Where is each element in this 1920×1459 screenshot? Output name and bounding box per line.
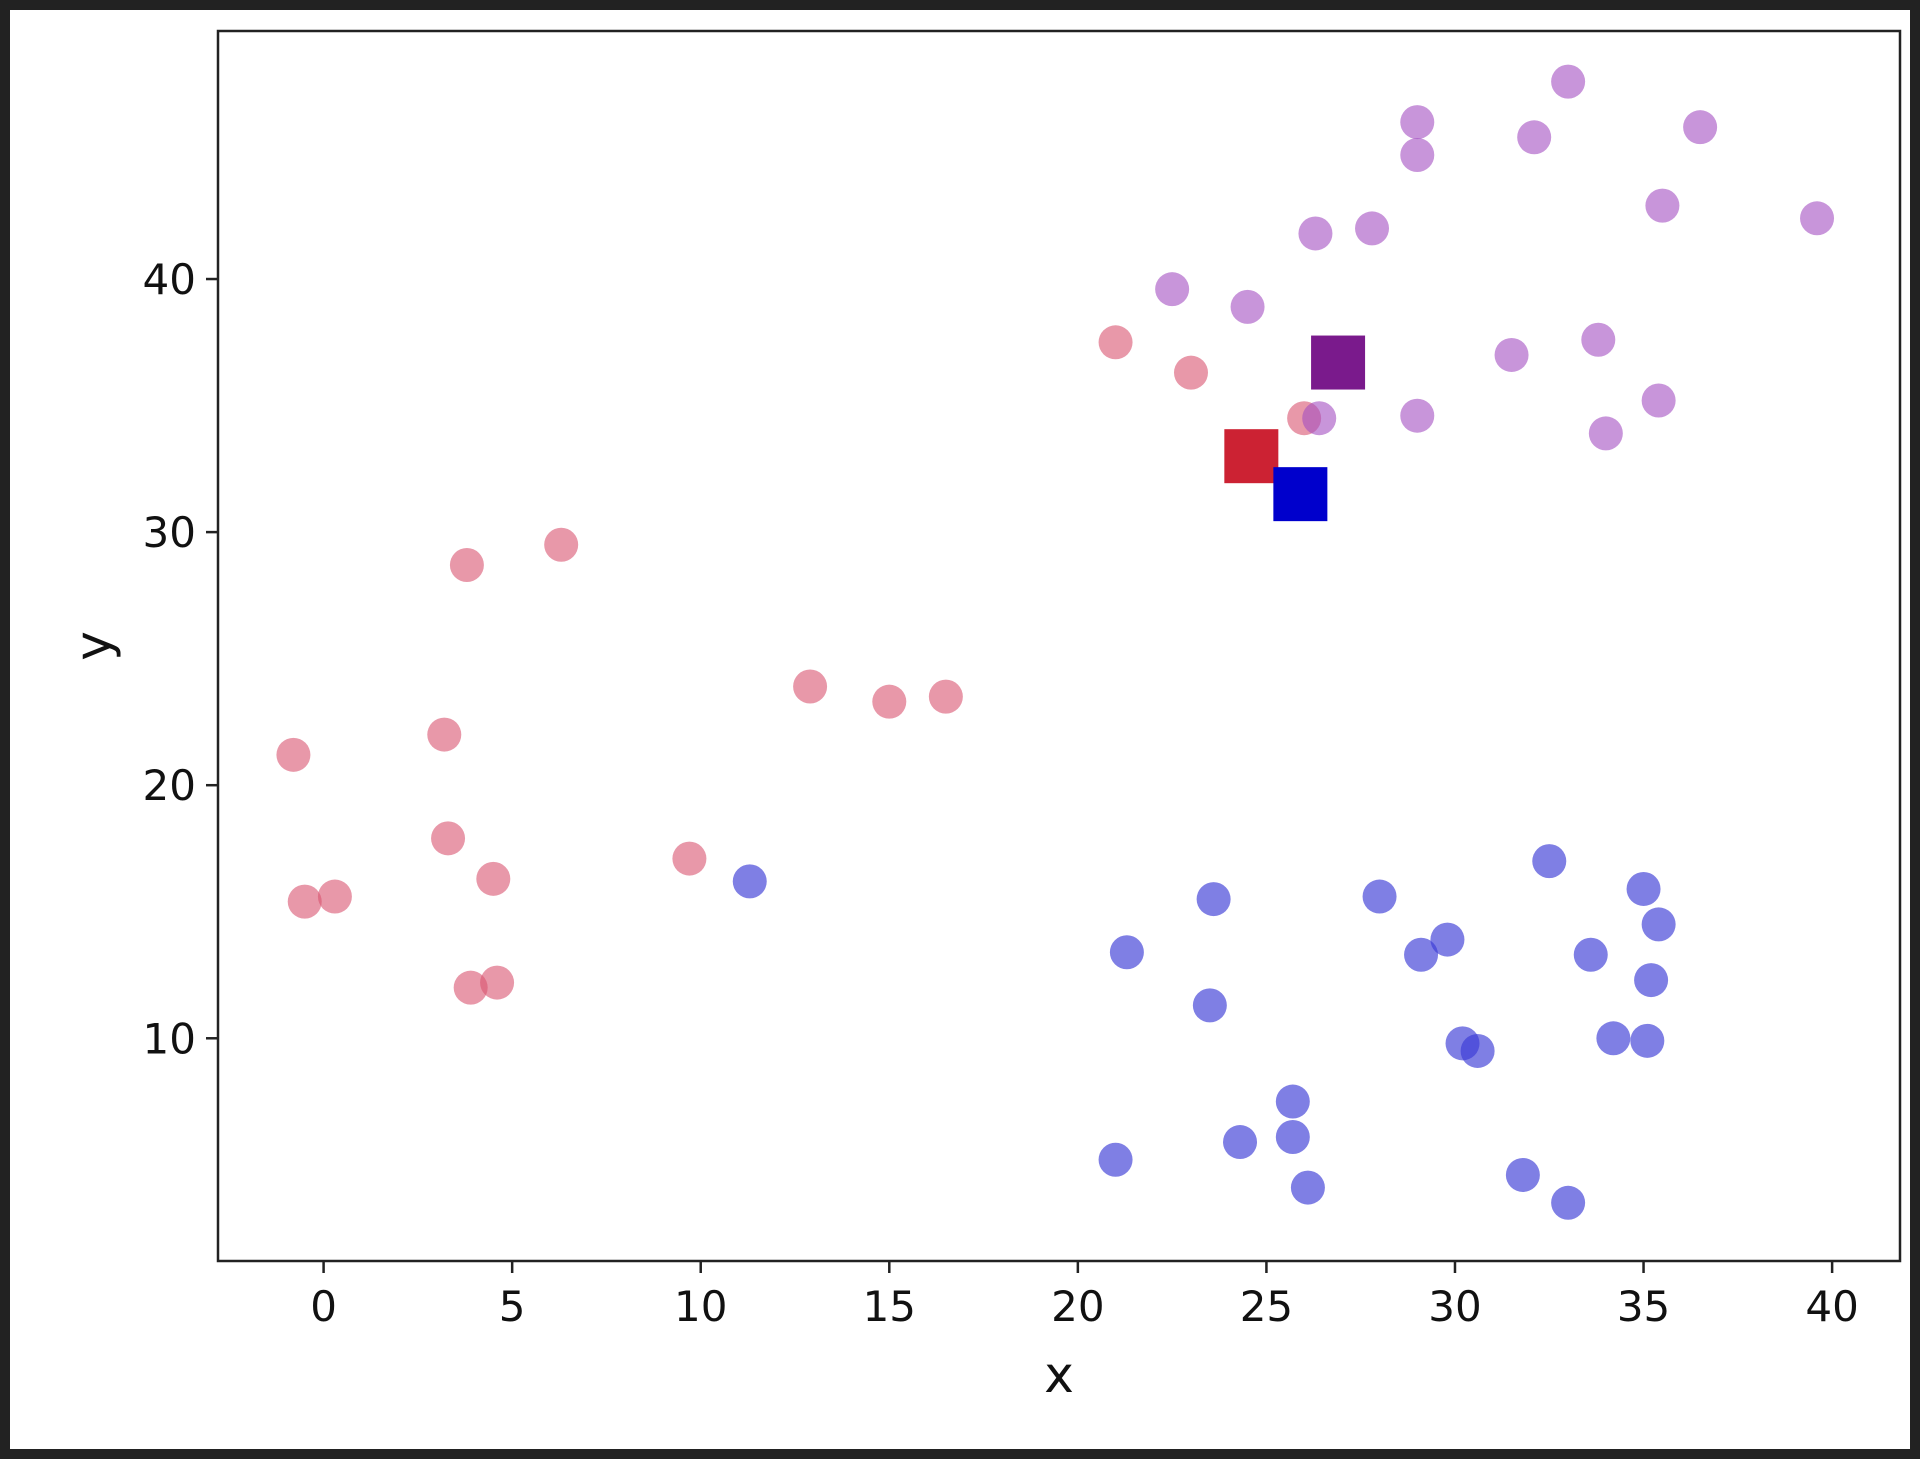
scatter-point xyxy=(317,879,352,914)
scatter-point xyxy=(1109,935,1144,970)
scatter-point xyxy=(1430,922,1465,957)
scatter-point xyxy=(732,864,767,899)
scatter-point xyxy=(1460,1033,1495,1068)
scatter-point xyxy=(672,841,707,876)
scatter-point xyxy=(1800,201,1835,236)
scatter-point xyxy=(928,679,963,714)
centroid-marker xyxy=(1224,429,1279,484)
scatter-point xyxy=(1098,325,1133,360)
scatter-point xyxy=(431,821,466,856)
scatter-point xyxy=(276,737,311,772)
scatter-point xyxy=(1400,105,1435,140)
x-axis-ticks: 0 5 10 15 20 25 30 35 40 xyxy=(310,1261,1859,1331)
x-tick-label: 35 xyxy=(1617,1282,1670,1331)
scatter-point xyxy=(1641,907,1676,942)
scatter-point xyxy=(1400,398,1435,433)
scatter-point xyxy=(476,861,511,896)
scatter-point xyxy=(1581,322,1616,357)
scatter-point xyxy=(1098,1142,1133,1177)
scatter-point xyxy=(1630,1023,1665,1058)
scatter-point xyxy=(1196,882,1231,917)
scatter-point xyxy=(1275,1084,1310,1119)
scatter-point xyxy=(1634,963,1669,998)
scatter-point xyxy=(544,527,579,562)
plot-area xyxy=(216,29,1902,1263)
scatter-point xyxy=(1573,937,1608,972)
scatter-point xyxy=(1223,1125,1258,1160)
x-tick-label: 20 xyxy=(1051,1282,1104,1331)
scatter-point xyxy=(453,970,488,1005)
y-axis-ticks: 10 20 30 40 xyxy=(143,255,218,1063)
scatter-point xyxy=(1551,64,1586,99)
scatter-point xyxy=(1626,871,1661,906)
data-marks xyxy=(276,64,1835,1220)
scatter-point xyxy=(1155,272,1190,307)
scatter-point xyxy=(449,548,484,583)
x-tick-label: 15 xyxy=(863,1282,916,1331)
scatter-point xyxy=(1494,337,1529,372)
y-tick-label: 40 xyxy=(143,255,196,304)
centroid-marker xyxy=(1311,335,1366,390)
scatter-point xyxy=(1588,416,1623,451)
x-tick-label: 40 xyxy=(1805,1282,1858,1331)
x-tick-label: 0 xyxy=(310,1282,337,1331)
scatter-point xyxy=(1298,216,1333,251)
y-axis-label: y xyxy=(64,631,122,661)
x-tick-label: 25 xyxy=(1240,1282,1293,1331)
scatter-point xyxy=(1302,401,1337,436)
scatter-point xyxy=(480,965,515,1000)
scatter-point xyxy=(1683,110,1718,145)
y-tick-label: 30 xyxy=(143,508,196,557)
scatter-point xyxy=(793,669,828,704)
scatter-point xyxy=(1404,937,1439,972)
x-tick-label: 10 xyxy=(674,1282,727,1331)
scatter-point xyxy=(1532,844,1567,879)
scatter-point xyxy=(1505,1157,1540,1192)
y-tick-label: 10 xyxy=(143,1014,196,1063)
scatter-point xyxy=(427,717,462,752)
scatter-point xyxy=(1275,1119,1310,1154)
y-tick-label: 20 xyxy=(143,761,196,810)
scatter-point xyxy=(1645,188,1680,223)
scatter-point xyxy=(1290,1170,1325,1205)
scatter-point xyxy=(1551,1185,1586,1220)
scatter-point xyxy=(1192,988,1227,1023)
scatter-point xyxy=(1355,211,1390,246)
scatter-point xyxy=(287,884,322,919)
scatter-point xyxy=(1173,355,1208,390)
scatter-point xyxy=(1230,289,1265,324)
x-tick-label: 30 xyxy=(1428,1282,1481,1331)
x-tick-label: 5 xyxy=(499,1282,526,1331)
scatter-point xyxy=(1400,138,1435,173)
scatter-point xyxy=(872,684,907,719)
scatter-point xyxy=(1362,879,1397,914)
scatter-point xyxy=(1641,383,1676,418)
x-axis-label: x xyxy=(1044,1346,1074,1404)
centroid-marker xyxy=(1273,467,1328,522)
scatter-point xyxy=(1517,120,1552,155)
scatter-point xyxy=(1596,1021,1631,1056)
